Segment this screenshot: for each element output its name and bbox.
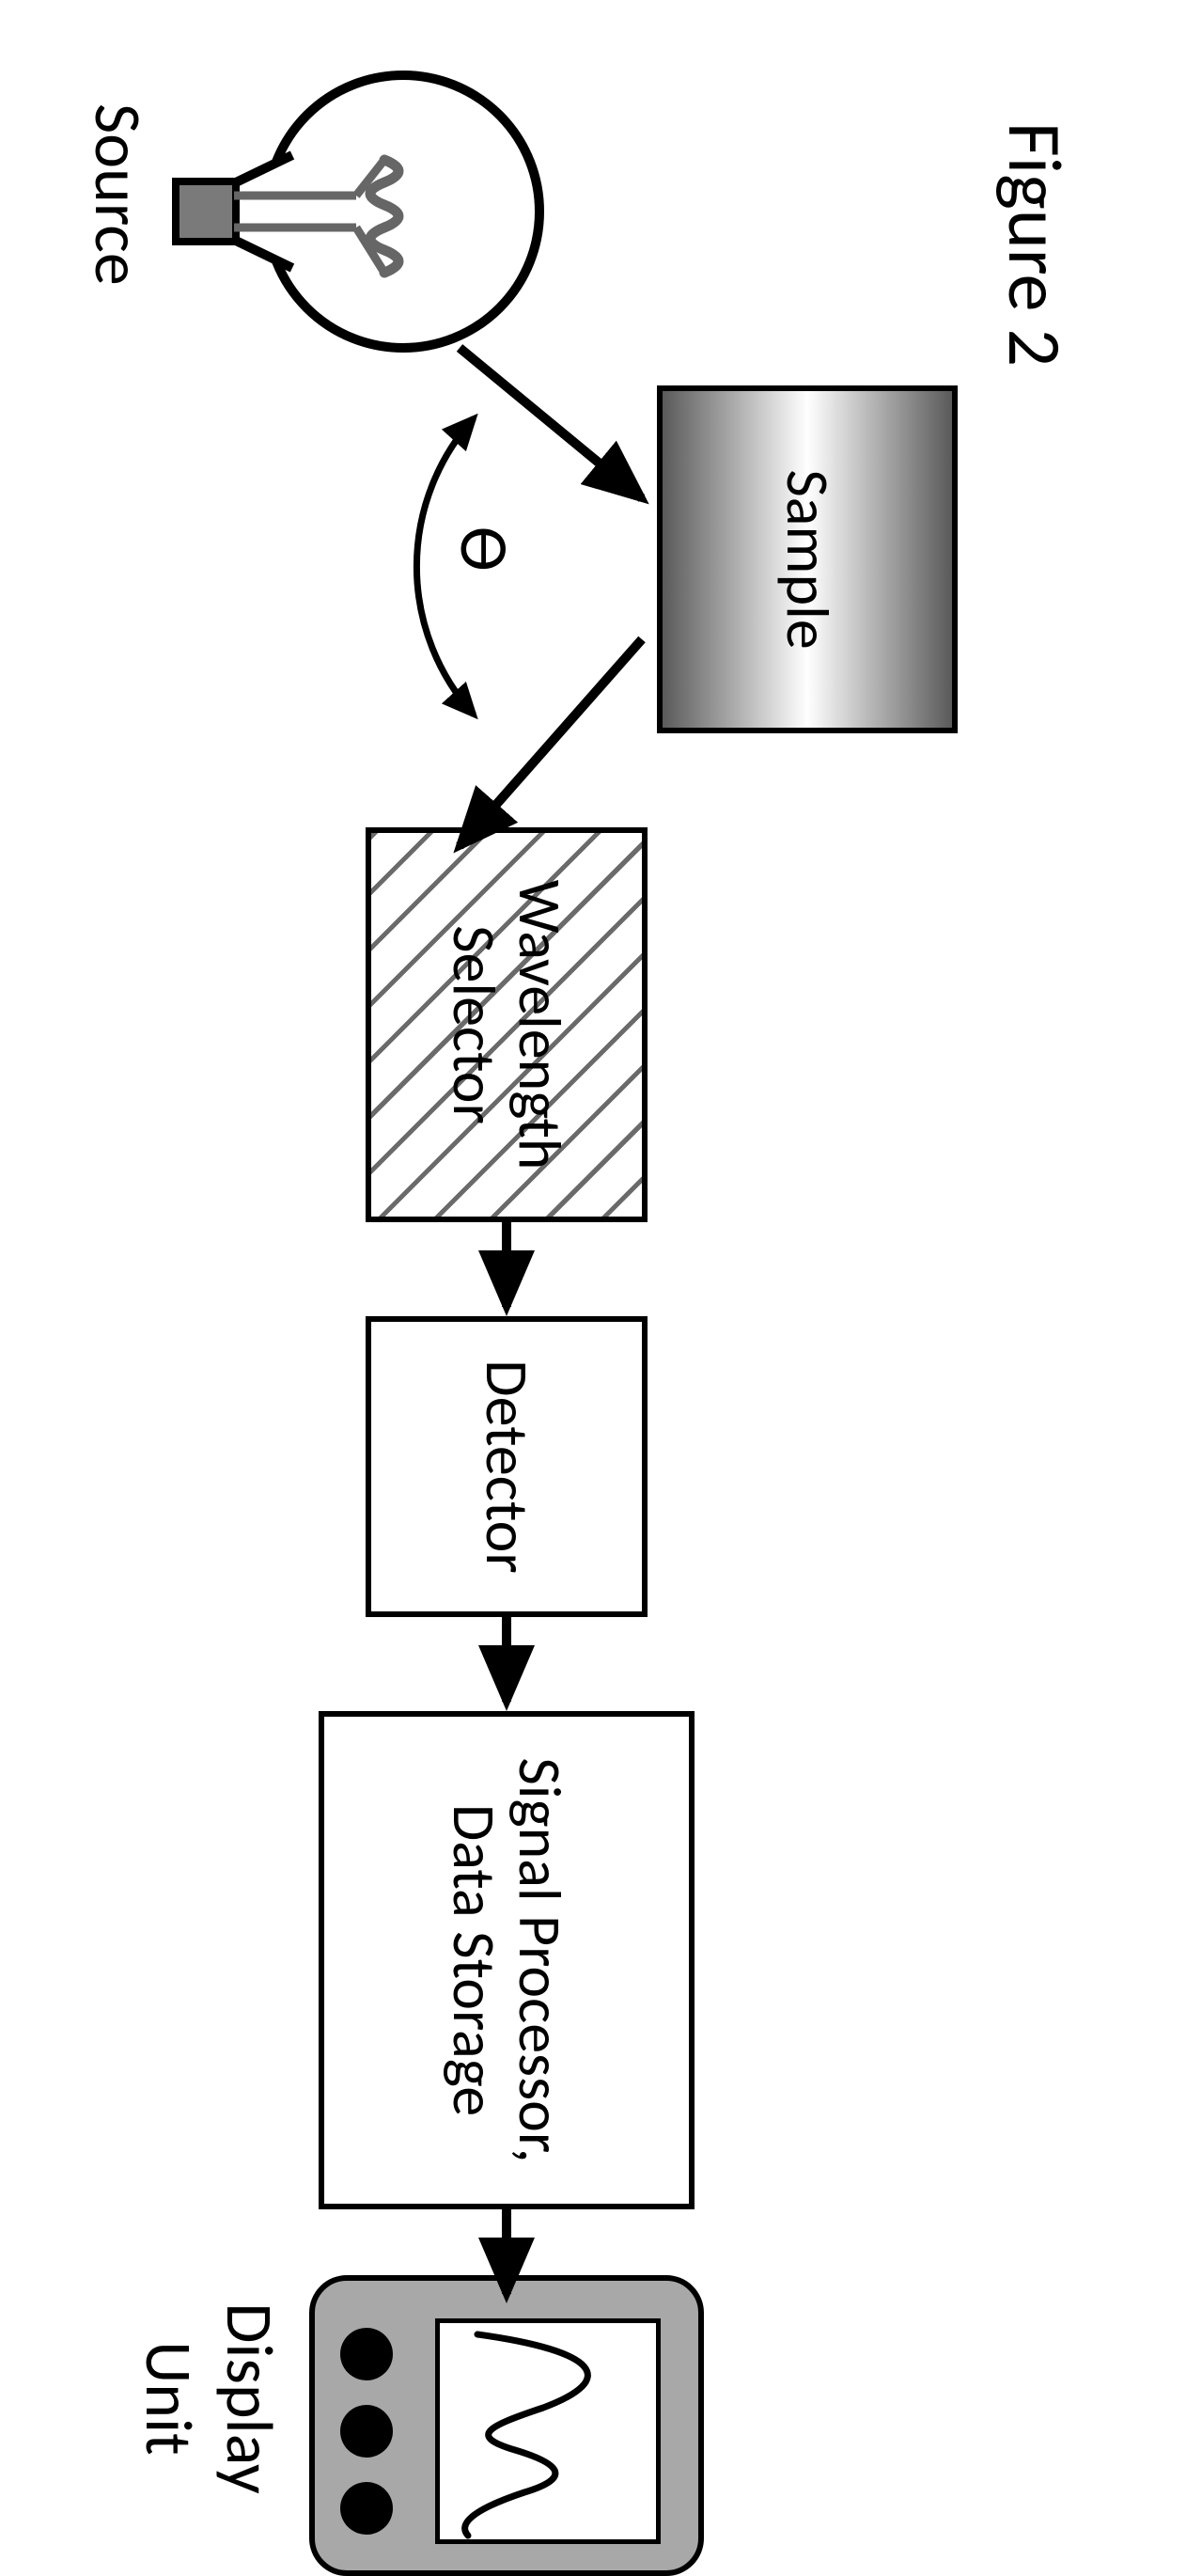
detector-block: Detector <box>366 1316 648 1617</box>
ws-label-line2: Selector <box>437 925 510 1124</box>
processor-label-line1: Signal Processor, <box>503 1757 576 2162</box>
display-knob-3 <box>340 2482 393 2535</box>
display-knob-1 <box>340 2328 393 2380</box>
sample-block: Sample <box>657 385 958 733</box>
ws-label-line1: Wavelength <box>503 880 576 1170</box>
arrow-sample-ws <box>460 639 642 846</box>
processor-label-line2: Data Storage <box>437 1804 510 2116</box>
detector-label: Detector <box>474 1359 539 1573</box>
theta-symbol: ϴ <box>443 526 525 572</box>
source-lightbulb-icon <box>140 66 544 385</box>
source-label: Source <box>78 103 159 286</box>
diagram-canvas: Figure 2 Source Sample <box>0 0 1202 2548</box>
wavelength-selector-block: Wavelength Selector <box>366 827 648 1222</box>
display-unit-label: Display Unit <box>129 2249 290 2548</box>
stage: Figure 2 Source Sample <box>0 0 1202 2548</box>
wavelength-selector-label: Wavelength Selector <box>441 880 573 1170</box>
display-unit <box>309 2275 704 2576</box>
display-screen <box>435 2318 661 2544</box>
figure-title: Figure 2 <box>989 122 1080 367</box>
processor-label: Signal Processor, Data Storage <box>441 1757 573 2162</box>
waveform-icon <box>440 2323 656 2539</box>
display-knob-2 <box>340 2405 393 2458</box>
sample-label: Sample <box>774 469 840 649</box>
processor-block: Signal Processor, Data Storage <box>319 1711 695 2209</box>
